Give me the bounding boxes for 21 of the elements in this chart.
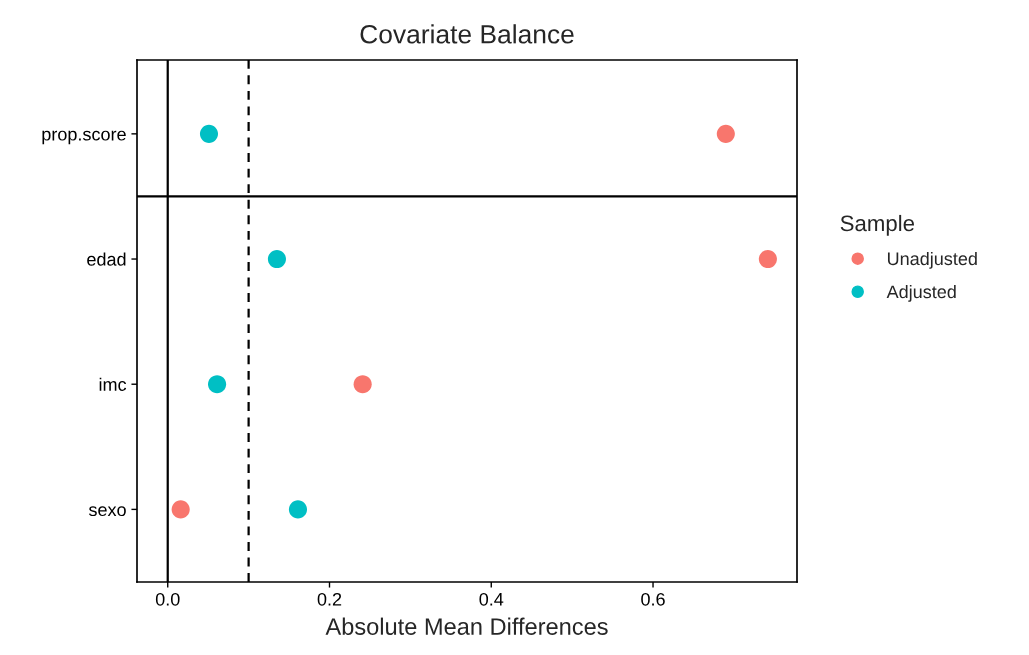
x-axis-title: Absolute Mean Differences <box>325 617 608 635</box>
y-tick-label: prop.score <box>42 130 126 145</box>
y-tick-label: edad <box>87 252 126 266</box>
x-tick-label: 0.4 <box>479 592 504 606</box>
x-tick-label: 0.0 <box>155 592 180 606</box>
x-tick-label: 0.6 <box>641 592 665 606</box>
chart-title: Covariate Balance <box>360 24 574 44</box>
point <box>199 124 219 143</box>
x-tick-label: 0.2 <box>317 592 342 606</box>
point <box>353 375 372 394</box>
legend-label: Unadjusted <box>887 251 977 269</box>
point <box>171 500 190 519</box>
legend-label: Adjusted <box>886 284 956 302</box>
point <box>267 249 286 269</box>
point <box>716 124 735 143</box>
legend-title: Sample <box>840 214 915 236</box>
y-tick-label: sexo <box>88 506 126 517</box>
point <box>758 249 777 269</box>
y-tick-label: imc <box>99 377 127 391</box>
point <box>288 500 308 519</box>
point <box>208 375 227 394</box>
